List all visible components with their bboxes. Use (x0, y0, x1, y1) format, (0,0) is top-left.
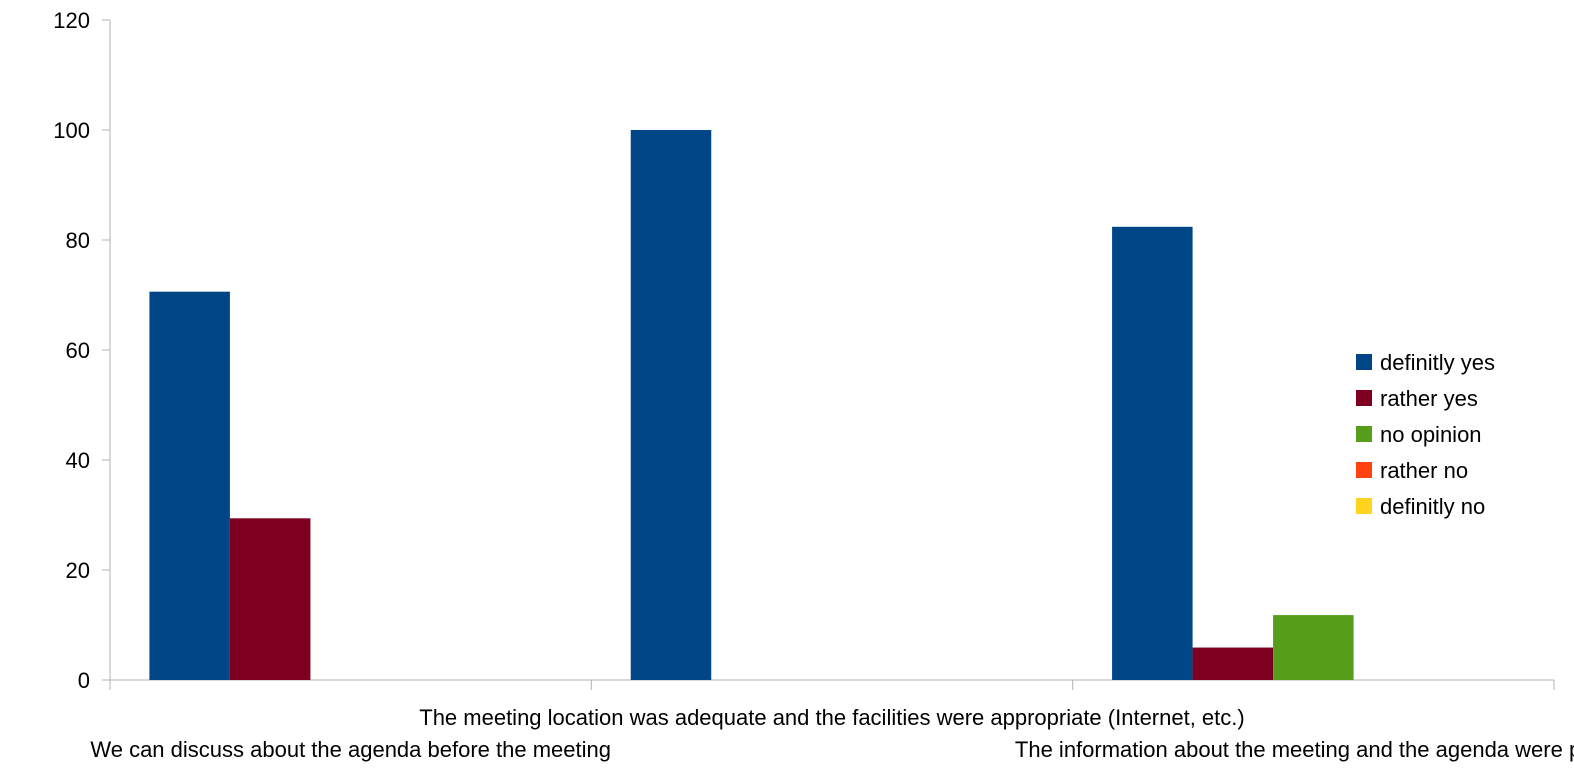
y-tick-label: 40 (66, 448, 90, 473)
y-tick-label: 60 (66, 338, 90, 363)
bar (1192, 647, 1274, 680)
y-tick-labels: 0 20 40 60 80 100 120 (53, 8, 90, 693)
bars (149, 130, 1354, 681)
legend-swatch (1356, 498, 1372, 514)
bar (149, 291, 230, 680)
x-category-label: The information about the meeting and th… (1015, 737, 1574, 762)
x-category-label: The meeting location was adequate and th… (419, 705, 1244, 730)
x-category-labels: We can discuss about the agenda before t… (90, 705, 1574, 762)
y-tick-label: 100 (53, 118, 90, 143)
x-category-label: We can discuss about the agenda before t… (90, 737, 611, 762)
bar (1112, 226, 1193, 681)
legend-label: rather yes (1380, 386, 1478, 411)
legend-label: no opinion (1380, 422, 1482, 447)
legend-swatch (1356, 354, 1372, 370)
y-tick-label: 20 (66, 558, 90, 583)
legend-label: definitly no (1380, 494, 1485, 519)
axes (102, 19, 1555, 690)
y-tick-label: 120 (53, 8, 90, 33)
legend-label: rather no (1380, 458, 1468, 483)
legend-swatch (1356, 426, 1372, 442)
bar (630, 130, 712, 680)
legend-swatch (1356, 390, 1372, 406)
y-tick-label: 80 (66, 228, 90, 253)
legend-label: definitly yes (1380, 350, 1495, 375)
y-tick-label: 0 (78, 668, 90, 693)
legend-swatch (1356, 462, 1372, 478)
bar (1273, 615, 1354, 680)
bar (229, 518, 311, 680)
legend: definitly yes rather yes no opinion rather … (1356, 350, 1495, 519)
